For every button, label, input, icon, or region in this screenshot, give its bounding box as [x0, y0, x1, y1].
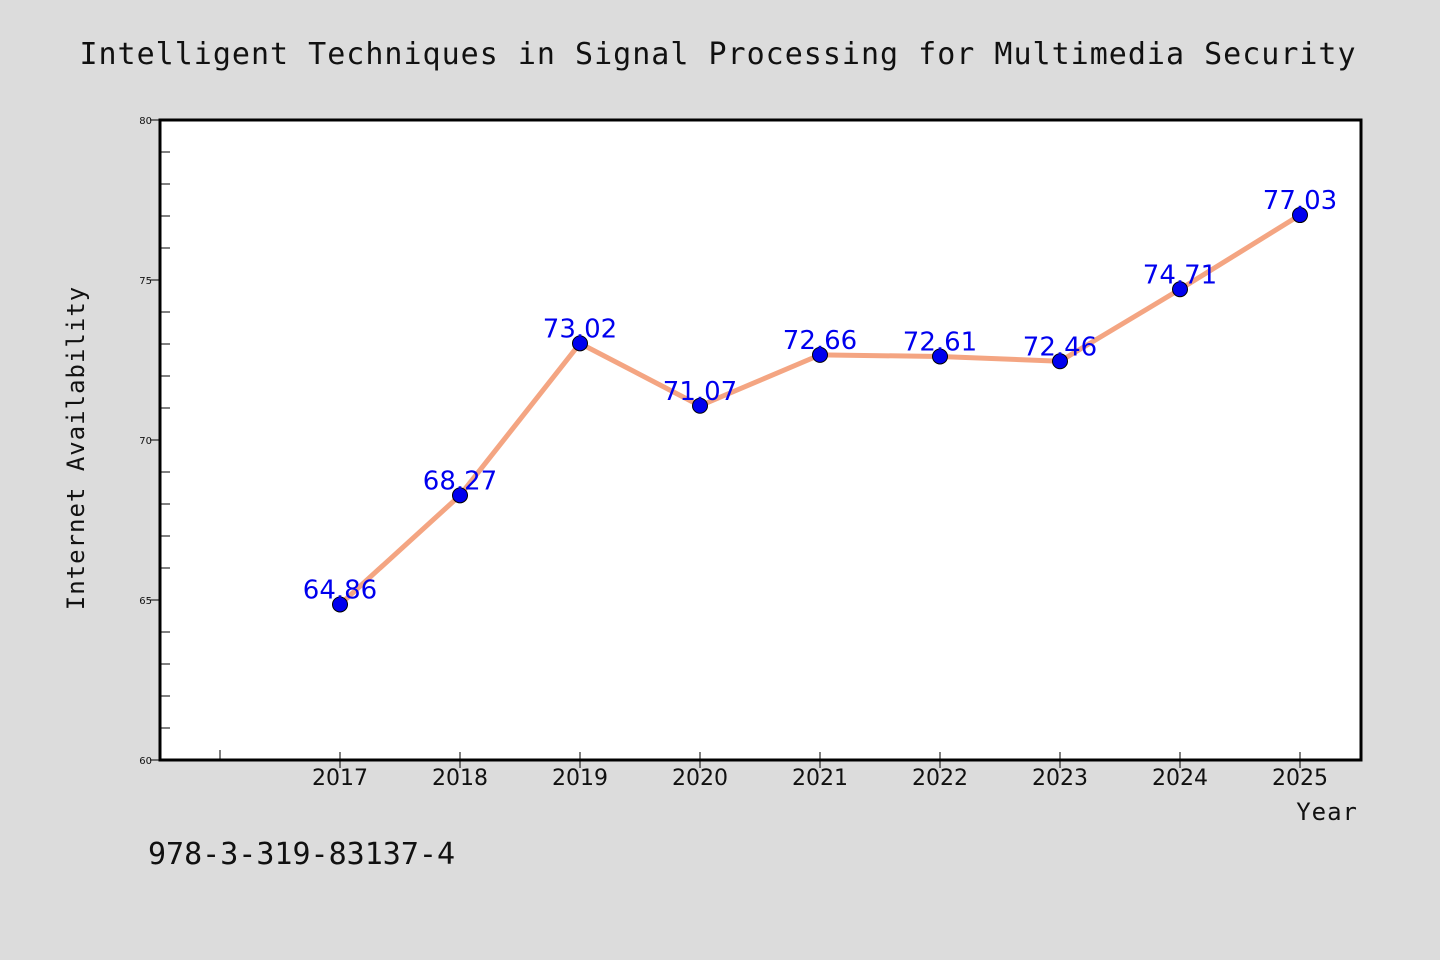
x-axis: 2017 2018 2019 2020 2021 2022 2023 2024 2025 [219, 750, 1328, 791]
data-label: 71.07 [663, 377, 737, 407]
data-point [1052, 353, 1068, 370]
chart-title: Intelligent Techniques in Signal Process… [79, 37, 1356, 72]
data-label: 68.27 [423, 466, 497, 496]
y-tick-label: 65 [139, 596, 152, 607]
data-label: 72.46 [1023, 332, 1097, 362]
data-label: 64.86 [303, 575, 377, 605]
data-point [692, 397, 708, 414]
data-point [812, 346, 828, 363]
y-tick-label: 80 [139, 116, 152, 127]
data-labels-group: 64.86 68.27 73.02 71.07 72.66 72.61 72.46 74.71… [303, 186, 1337, 605]
data-point [1172, 281, 1188, 298]
series-points-group [332, 207, 1308, 613]
data-label: 73.02 [543, 314, 617, 344]
y-tick-label: 70 [139, 436, 152, 447]
data-point [452, 487, 468, 504]
y-tick-label: 60 [139, 756, 152, 767]
x-tick-label: 2017 [312, 766, 368, 791]
data-point [572, 335, 588, 352]
x-tick-label: 2024 [1152, 766, 1208, 791]
y-axis-label: Internet Availability [62, 286, 90, 610]
plot-area [158, 118, 1363, 762]
x-tick-label: 2018 [432, 766, 488, 791]
data-label: 74.71 [1143, 260, 1217, 290]
x-tick-label: 2025 [1272, 766, 1328, 791]
x-tick-label: 2019 [552, 766, 608, 791]
x-axis-label: Year [1296, 798, 1358, 826]
data-point [932, 348, 948, 365]
isbn-text: 978-3-319-83137-4 [148, 837, 455, 872]
x-tick-label: 2022 [912, 766, 968, 791]
data-label: 72.61 [903, 327, 977, 357]
x-tick-label: 2020 [672, 766, 728, 791]
data-label: 77.03 [1263, 186, 1337, 216]
y-axis: 60 65 70 75 80 [139, 116, 170, 767]
data-label: 72.66 [783, 326, 857, 356]
x-tick-label: 2023 [1032, 766, 1088, 791]
x-tick-label: 2021 [792, 766, 848, 791]
y-tick-label: 75 [139, 276, 152, 287]
data-point [1292, 207, 1308, 224]
data-point [332, 596, 348, 613]
